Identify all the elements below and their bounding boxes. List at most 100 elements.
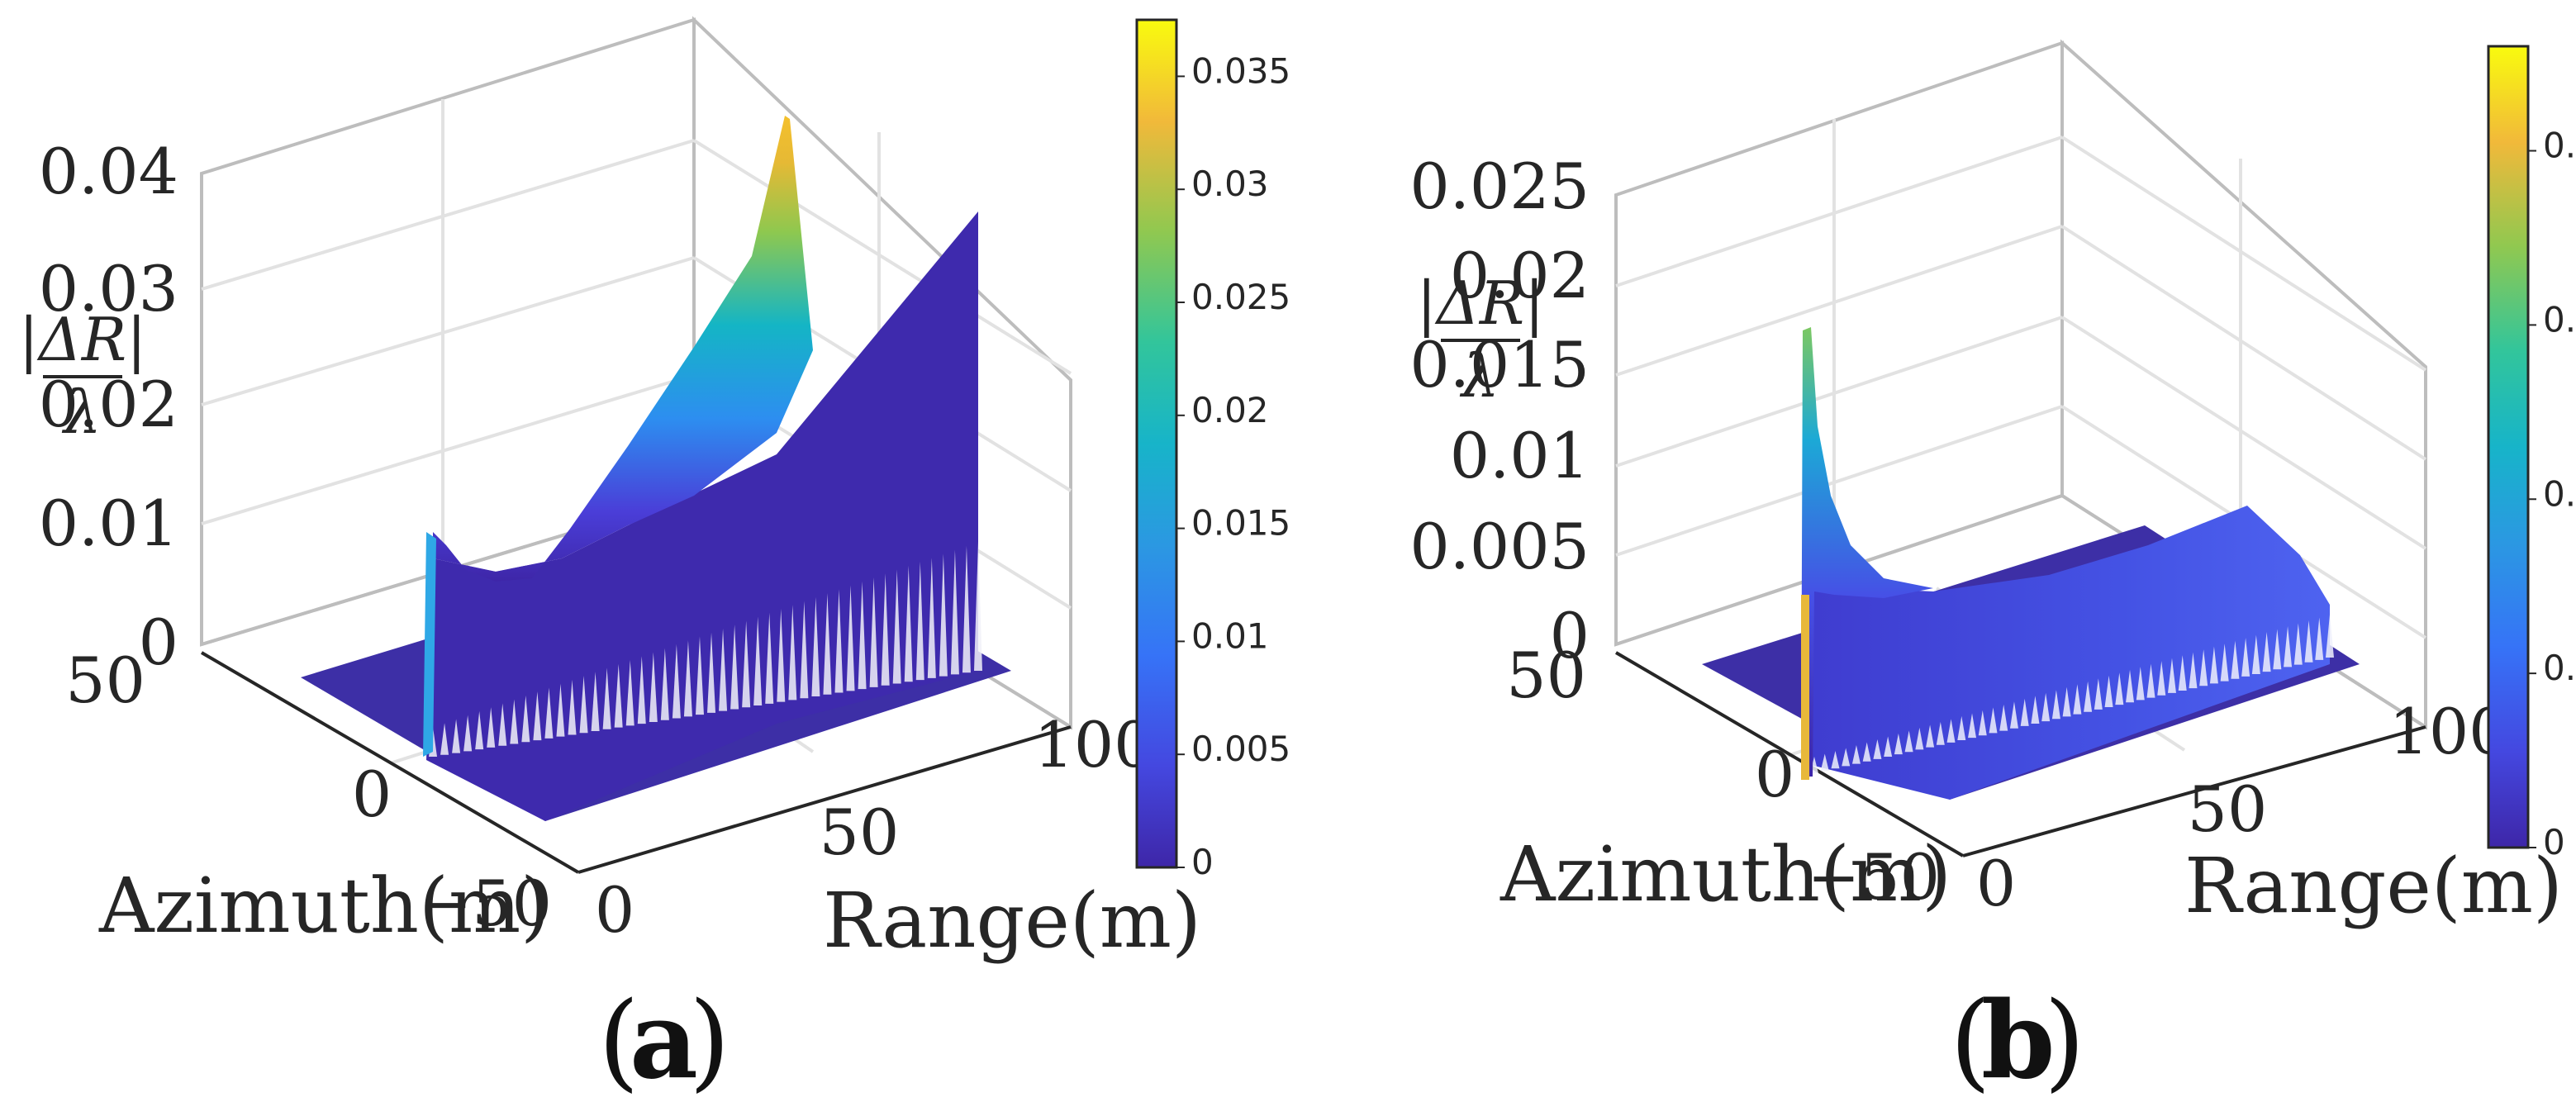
colorbar-tick-label: 0 (1191, 842, 1214, 882)
surface-spike (2178, 655, 2187, 691)
y-tick-a-1: 0 (352, 758, 392, 831)
panel-b: 0 0.005 0.01 0.015 0.02 0.025 |ΔR| λ 50 … (1409, 39, 2576, 1102)
colorbar-tick-label: 0.02 (2543, 126, 2576, 166)
surface-spike (2146, 663, 2155, 698)
surface-spike (2051, 690, 2060, 720)
surface-spike (892, 569, 901, 684)
surface-spike (683, 640, 692, 717)
z-axis-label-b: |ΔR| λ (1417, 268, 1545, 411)
surface-spike (2073, 684, 2082, 715)
surface-sheet-a (426, 211, 978, 821)
surface-spike (846, 585, 855, 691)
surface-spike (742, 620, 751, 708)
surface-spike (602, 667, 611, 729)
surface-spike (2326, 615, 2334, 658)
panel-a: 0 0.01 0.02 0.03 0.04 |ΔR| λ 50 0 −50 0 … (19, 16, 1290, 1102)
surface-spike (2293, 623, 2303, 665)
z-label-num-b: |ΔR| (1417, 268, 1545, 338)
surface-spike (823, 592, 832, 695)
surface-spike (834, 589, 844, 693)
surface-spike (463, 715, 473, 752)
x-tick-a-0: 0 (595, 873, 634, 947)
x-tick-a-1: 50 (820, 796, 900, 869)
surface-spike (2262, 632, 2271, 672)
z-tick-a-1: 0.01 (39, 487, 178, 560)
surface-left-spike-a (423, 532, 436, 757)
z-axis-ticks-a: 0 0.01 0.02 0.03 0.04 (39, 135, 178, 679)
caption-b-letter: b (1981, 979, 2056, 1102)
front-axes-b (1614, 651, 2426, 857)
surface-spike (1894, 733, 1903, 755)
x-tick-a-2: 100 (1034, 708, 1153, 781)
surface-spike (498, 703, 507, 746)
surface-spike (1862, 742, 1871, 762)
x-tick-b-0: 0 (1976, 847, 2016, 920)
surface-spike (1968, 713, 1977, 739)
surface-spike (1989, 707, 1998, 734)
y-axis-ticks-a: 50 0 −50 (65, 644, 552, 940)
surface-spike (579, 676, 588, 734)
y-axis-label-b: Azimuth(m) (1499, 830, 1951, 919)
surface-spike (2220, 644, 2229, 682)
z-label-den-b: λ (1459, 341, 1499, 411)
surface-spike (869, 577, 878, 687)
z-tick-a-4: 0.04 (39, 135, 178, 208)
surface-spike (811, 596, 820, 696)
z-label-num-a: |ΔR| (19, 305, 147, 374)
surface-spike (707, 632, 716, 713)
surface-spike (672, 644, 681, 719)
surface-spike (915, 561, 924, 681)
surface-spike (695, 636, 704, 715)
surface-spike (2231, 640, 2240, 679)
caption-b-close: ) (2044, 980, 2085, 1102)
surface-spike (1978, 710, 1987, 736)
y-axis-ticks-b: 50 0 −50 (1506, 639, 1940, 914)
surface-spike (1915, 727, 1924, 750)
surface-spike (2241, 638, 2250, 677)
z-tick-a-0: 0 (139, 606, 178, 679)
surface-spike (1831, 750, 1840, 769)
caption-b-open: ( (1950, 980, 1991, 1102)
surface-spike (1820, 753, 1829, 772)
x-tick-b-1: 50 (2188, 772, 2268, 846)
surface-spike (533, 691, 542, 741)
surface-spike (568, 679, 577, 735)
surface-spike (2157, 661, 2166, 696)
y-tick-b-2: −50 (1808, 840, 1940, 914)
surface-spike (2062, 686, 2071, 717)
z-tick-b-5: 0.025 (1409, 150, 1590, 223)
surface-spike (637, 656, 646, 724)
surface-spike (2009, 701, 2018, 729)
surface-spike (2126, 669, 2135, 703)
surface-spike (2304, 620, 2313, 663)
surface-spikes-a (429, 542, 982, 757)
surface-spike (881, 573, 890, 686)
surface-spike (950, 549, 959, 675)
surface-spike (591, 672, 600, 732)
colorbar-b: 0 0.005 0.01 0.015 0.02 (2487, 45, 2576, 862)
surface-spike (2315, 617, 2324, 660)
surface-left-spike-b (1801, 595, 1809, 780)
surface-spike (2273, 629, 2282, 670)
z-axis-label-a: |ΔR| λ (19, 305, 147, 447)
surface-spike (719, 628, 728, 711)
surface-spike (487, 707, 496, 748)
surface-spike (649, 652, 658, 722)
colorbar-tick-label: 0.01 (1191, 615, 1269, 656)
surface-spike (440, 723, 449, 755)
surface-spike (800, 601, 809, 699)
surface-spike (730, 625, 739, 710)
surface-spike (510, 699, 519, 744)
surface-spike (753, 616, 763, 706)
colorbar-tick-label: 0.015 (1191, 503, 1290, 544)
z-tick-b-2: 0.01 (1450, 419, 1590, 492)
z-tick-b-1: 0.005 (1409, 510, 1590, 583)
colorbar-tick-label: 0 (2543, 822, 2565, 862)
surface-spike (1851, 744, 1861, 764)
surface-spike (1873, 739, 1882, 759)
surface-spike (2189, 652, 2198, 689)
x-axis-ticks-a: 0 50 100 (595, 708, 1154, 947)
y-tick-b-0: 50 (1506, 639, 1586, 712)
z-label-den-a: λ (61, 378, 102, 447)
caption-a-close: ) (689, 980, 730, 1102)
